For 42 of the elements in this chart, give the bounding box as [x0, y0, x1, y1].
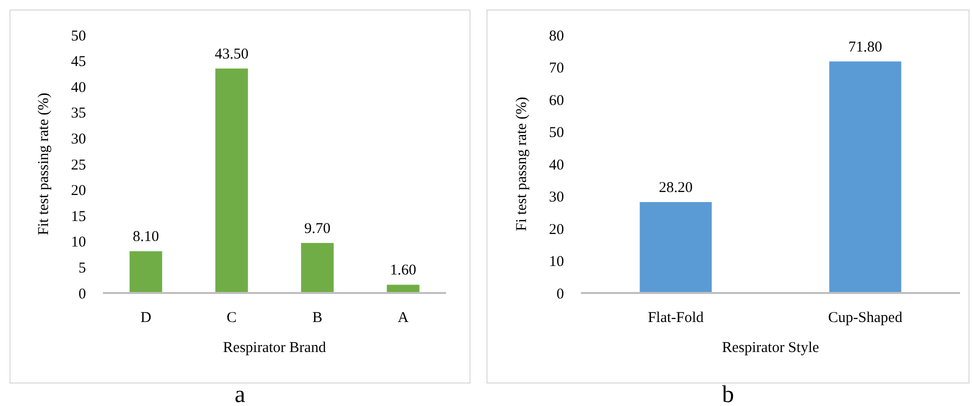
x-tick-label: D [140, 310, 152, 326]
y-tick-label: 10 [549, 254, 564, 270]
data-label: 8.10 [132, 229, 159, 246]
bar [301, 242, 334, 293]
y-axis-title: Fi test passng rate (%) [514, 96, 530, 232]
data-label: 1.60 [390, 262, 416, 279]
y-tick-label: 60 [549, 92, 564, 109]
x-axis-title: Respirator Style [722, 340, 820, 356]
y-tick-label: 20 [549, 222, 564, 238]
x-tick-label: B [312, 310, 322, 326]
y-tick-label: 10 [71, 234, 86, 251]
x-tick-label: Cup-Shaped [828, 310, 903, 326]
data-label: 43.50 [214, 46, 248, 63]
y-tick-label: 30 [71, 131, 86, 148]
y-tick-label: 20 [71, 183, 86, 200]
y-tick-label: 50 [71, 28, 86, 44]
text: a [234, 382, 246, 406]
x-axis-title: Respirator Brand [223, 340, 326, 356]
y-tick-label: 40 [549, 157, 564, 174]
data-label: 9.70 [304, 220, 330, 237]
text: b [722, 382, 734, 406]
y-tick-label: 30 [549, 190, 564, 206]
data-label: 71.80 [848, 39, 882, 56]
y-tick-label: 40 [71, 80, 86, 96]
bar [130, 251, 162, 293]
y-tick-label: 35 [71, 106, 86, 122]
data-label: 28.20 [658, 180, 693, 196]
x-tick-label: Flat-Fold [648, 310, 704, 326]
y-tick-label: 15 [71, 208, 86, 225]
y-tick-label: 5 [78, 260, 86, 276]
y-tick-label: 25 [71, 157, 86, 174]
bar [386, 284, 420, 293]
y-tick-label: 80 [549, 28, 564, 44]
x-tick-label: C [226, 310, 237, 326]
y-tick-label: 0 [78, 286, 86, 302]
y-tick-label: 45 [71, 54, 86, 70]
y-tick-label: 0 [556, 286, 564, 302]
y-tick-label: 50 [549, 125, 564, 141]
bar [215, 68, 248, 293]
x-tick-label: A [398, 310, 409, 326]
y-tick-label: 70 [549, 60, 564, 76]
y-axis-title: Fit test passing rate (%) [36, 92, 52, 236]
